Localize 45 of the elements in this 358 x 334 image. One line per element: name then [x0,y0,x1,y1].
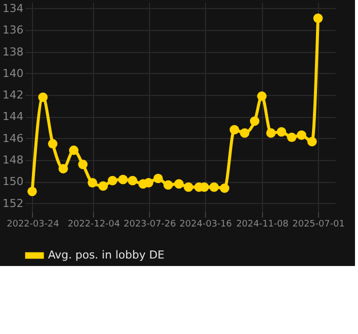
point [220,183,230,193]
y-tick-label: 144 [2,110,24,124]
point [174,179,184,189]
x-tick-label: 2023-07-26 [124,220,176,230]
y-tick-label: 142 [2,88,24,102]
y-tick-label: 134 [2,2,24,15]
point [108,176,118,186]
point [128,176,138,186]
y-tick-label: 146 [2,132,24,145]
point [38,92,48,102]
point [163,180,173,190]
x-tick-label: 2022-03-24 [6,220,60,230]
point [286,132,296,142]
legend-label: Avg. pos. in lobby DE [48,248,165,262]
point [250,116,260,126]
point [78,160,88,170]
point [98,181,108,191]
point [144,178,154,188]
point [27,186,37,196]
x-tick-label: 2024-03-16 [180,220,232,230]
y-tick-label: 150 [2,175,24,188]
y-tick-label: 136 [2,24,24,37]
point [48,139,58,149]
point [58,164,68,174]
point [307,136,317,146]
x-tick-label: 2022-12-04 [68,220,120,230]
point [266,128,276,138]
point [118,174,128,184]
y-tick-label: 138 [2,45,24,58]
point [276,127,286,137]
point [69,146,78,156]
x-tick-label: 2025-07-01 [292,220,345,230]
point [230,125,240,134]
point [153,174,163,184]
y-tick-label: 152 [2,196,24,210]
point [296,130,306,140]
point [209,182,219,192]
point [257,91,267,101]
y-tick-label: 148 [2,154,24,167]
point [313,14,323,23]
point [184,182,194,192]
x-tick-label: 2024-11-08 [236,220,289,230]
y-tick-label: 140 [2,66,24,80]
point [88,178,98,188]
point [240,128,250,138]
